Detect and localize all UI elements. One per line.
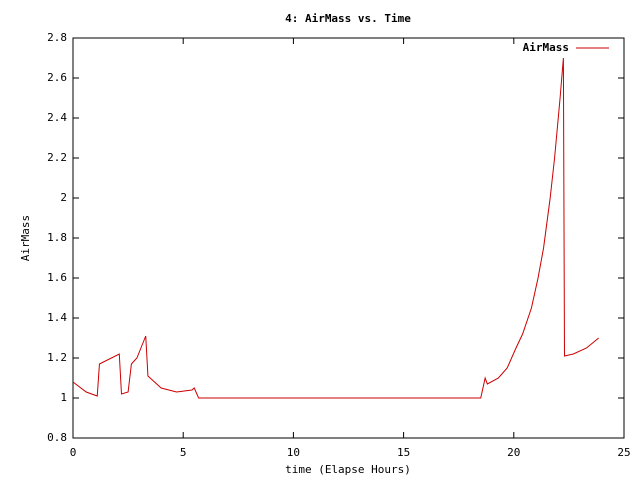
- chart-title: 4: AirMass vs. Time: [285, 12, 411, 25]
- y-axis-label: AirMass: [19, 215, 32, 261]
- y-tick-label: 0.8: [47, 431, 67, 444]
- y-tick-label: 1: [60, 391, 67, 404]
- y-tick-label: 2: [60, 191, 67, 204]
- y-tick-label: 2.4: [47, 111, 67, 124]
- x-tick-label: 10: [287, 446, 300, 459]
- y-tick-label: 2.2: [47, 151, 67, 164]
- data-line: [72, 57, 599, 399]
- y-tick-label: 2.8: [47, 31, 67, 44]
- legend-label: AirMass: [523, 41, 569, 54]
- x-tick-label: 5: [180, 446, 187, 459]
- y-tick-label: 2.6: [47, 71, 67, 84]
- y-tick-label: 1.6: [47, 271, 67, 284]
- x-tick-label: 20: [507, 446, 520, 459]
- x-tick-label: 0: [70, 446, 77, 459]
- x-tick-label: 25: [617, 446, 630, 459]
- x-tick-label: 15: [397, 446, 410, 459]
- y-tick-label: 1.8: [47, 231, 67, 244]
- x-axis-label: time (Elapse Hours): [285, 463, 411, 476]
- y-tick-label: 1.4: [47, 311, 67, 324]
- y-tick-label: 1.2: [47, 351, 67, 364]
